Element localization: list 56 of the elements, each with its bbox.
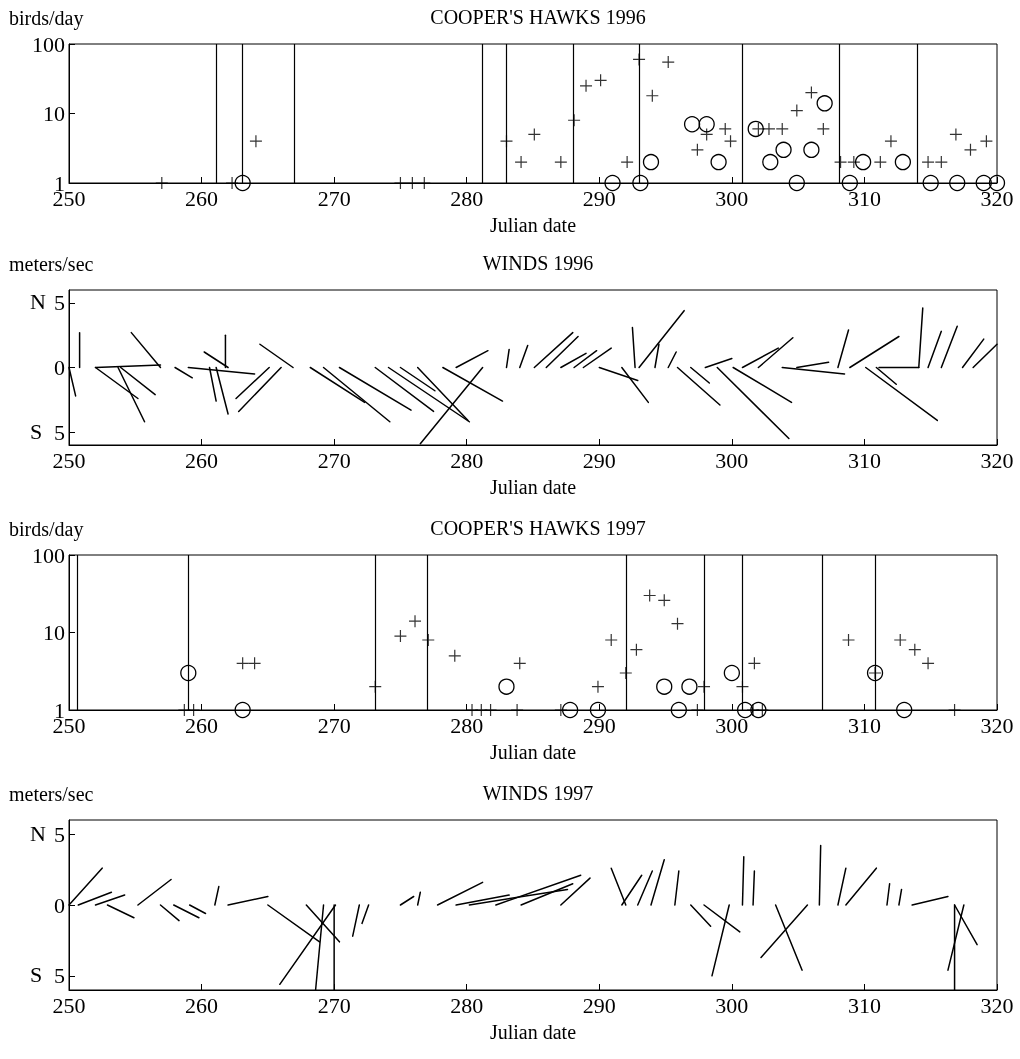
x-tick-label: 270 <box>317 992 351 1018</box>
x-tick-label: 320 <box>980 992 1014 1018</box>
x-tick-label: 310 <box>847 447 881 473</box>
x-tick-label: 300 <box>715 992 749 1018</box>
text: S <box>30 418 43 444</box>
y-tick-label: 100 <box>32 31 65 57</box>
x-axis-title: Julian date <box>489 476 577 498</box>
x-axis-title: Julian date <box>489 741 577 763</box>
x-tick-label: 260 <box>185 447 219 473</box>
y-axis-title: birds/day <box>9 7 84 30</box>
y-axis-title: meters/sec <box>9 783 94 805</box>
x-tick-label: 310 <box>847 712 881 738</box>
x-tick-label: 310 <box>847 185 881 211</box>
y-tick-label: 0 <box>54 892 65 918</box>
x-tick-label: 300 <box>715 447 749 473</box>
y-tick-label: 100 <box>32 542 65 568</box>
x-axis-title: Julian date <box>489 214 577 236</box>
x-tick-label: 270 <box>317 185 351 211</box>
text: S <box>30 962 43 988</box>
x-tick-label: 320 <box>980 447 1014 473</box>
x-tick-label: 260 <box>185 185 219 211</box>
x-tick-label: 310 <box>847 992 881 1018</box>
y-tick-label: 5 <box>54 290 65 316</box>
x-tick-label: 290 <box>582 712 616 738</box>
x-axis-title: Julian date <box>489 1021 577 1043</box>
y-axis-title: birds/day <box>9 518 84 541</box>
x-tick-label: 290 <box>582 992 616 1018</box>
text: N <box>30 820 46 846</box>
y-tick-label: 0 <box>54 355 65 380</box>
x-tick-label: 280 <box>450 447 484 473</box>
y-tick-label: 10 <box>43 101 65 126</box>
x-tick-label: 250 <box>52 992 86 1018</box>
y-tick-label: 5 <box>54 963 65 989</box>
chart-title: COOPER'S HAWKS 1997 <box>430 517 646 539</box>
x-tick-label: 320 <box>980 185 1014 211</box>
x-tick-label: 280 <box>450 712 484 738</box>
chart-title: WINDS 1996 <box>482 252 594 274</box>
x-tick-label: 290 <box>582 185 616 211</box>
x-tick-label: 300 <box>715 712 749 738</box>
x-tick-label: 260 <box>185 712 219 738</box>
x-tick-label: 290 <box>582 447 616 473</box>
text: N <box>30 289 46 315</box>
chart-title: COOPER'S HAWKS 1996 <box>430 6 646 28</box>
x-tick-label: 320 <box>980 712 1014 738</box>
y-tick-label: 10 <box>43 620 65 645</box>
x-tick-label: 260 <box>185 992 219 1018</box>
x-tick-label: 280 <box>450 185 484 211</box>
x-tick-label: 270 <box>317 712 351 738</box>
x-tick-label: 300 <box>715 185 749 211</box>
chart-title: WINDS 1997 <box>482 782 594 804</box>
x-tick-label: 270 <box>317 447 351 473</box>
y-axis-title: meters/sec <box>9 253 94 275</box>
x-tick-label: 280 <box>450 992 484 1018</box>
y-tick-label: 5 <box>54 821 65 847</box>
y-tick-label: 5 <box>54 419 65 445</box>
x-tick-label: 250 <box>52 447 86 473</box>
